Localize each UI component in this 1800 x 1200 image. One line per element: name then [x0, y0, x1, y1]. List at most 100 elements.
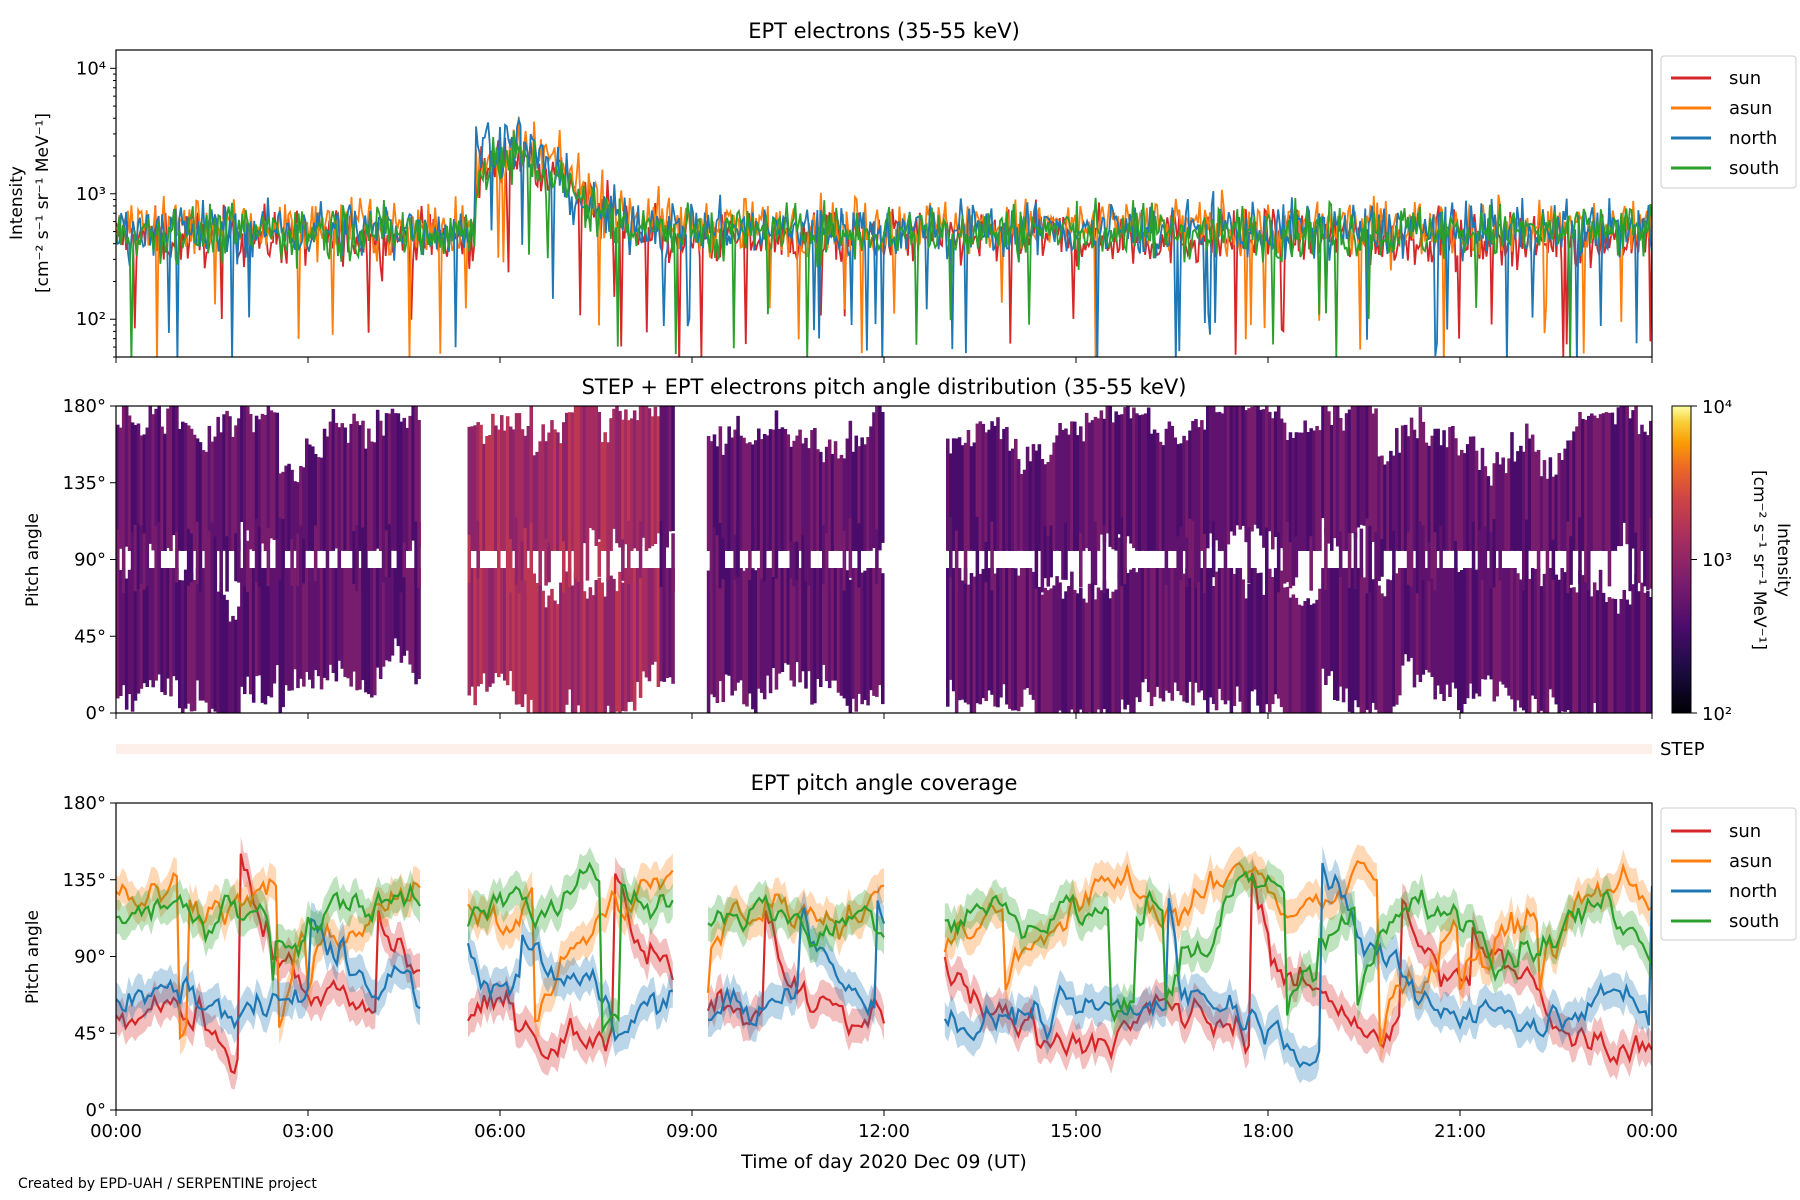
heatmap-cell — [875, 529, 879, 584]
heatmap-cell — [402, 568, 407, 656]
heatmap-cell — [1250, 406, 1254, 532]
heatmap-cell — [1262, 409, 1266, 548]
heatmap-cell — [1093, 599, 1098, 713]
heatmap-cell — [1135, 572, 1139, 698]
heatmap-cell — [1182, 435, 1186, 551]
heatmap-cell — [396, 568, 401, 647]
heatmap-cell — [234, 619, 238, 713]
heatmap-cell — [1616, 407, 1621, 547]
heatmap-cell — [373, 568, 377, 696]
heatmap-cell — [1276, 406, 1281, 551]
heatmap-cell — [1256, 573, 1260, 706]
heatmap-cell — [1073, 589, 1077, 713]
series-north-line — [943, 862, 1652, 1069]
heatmap-cell — [1040, 594, 1045, 713]
heatmap-cell — [337, 568, 342, 661]
heatmap-cell — [1495, 568, 1499, 697]
series-asun-line — [706, 884, 885, 993]
heatmap-cell — [1471, 436, 1476, 551]
heatmap-cell — [414, 568, 418, 685]
heatmap-cell — [1530, 434, 1535, 551]
heatmap-cell — [1483, 466, 1488, 551]
heatmap-cell — [1141, 414, 1145, 551]
heatmap-cell — [1383, 596, 1387, 713]
heatmap-cell — [715, 568, 720, 703]
heatmap-cell — [810, 430, 814, 551]
heatmap-cell — [798, 429, 802, 551]
heatmap-cell — [1285, 440, 1290, 551]
heatmap-cell — [1616, 613, 1621, 713]
heatmap-cell — [1598, 569, 1603, 713]
heatmap-cell — [1427, 542, 1432, 582]
heatmap-cell — [399, 568, 404, 663]
heatmap-cell — [842, 568, 847, 699]
heatmap-cell — [1445, 568, 1449, 685]
heatmap-cell — [308, 568, 312, 680]
heatmap-cell — [1223, 536, 1228, 589]
heatmap-cell — [630, 418, 634, 551]
heatmap-cell — [1046, 536, 1051, 587]
heatmap-cell — [606, 442, 610, 551]
panel1-ytick-label: 10² — [76, 309, 106, 330]
heatmap-cell — [1625, 599, 1629, 713]
heatmap-cell — [1460, 570, 1464, 713]
heatmap-cell — [246, 568, 250, 677]
heatmap-cell — [573, 527, 578, 579]
heatmap-cell — [1123, 517, 1127, 585]
heatmap-cell — [1590, 596, 1594, 713]
heatmap-cell — [1226, 568, 1231, 701]
heatmap-cell — [166, 408, 170, 548]
series-sun-band — [468, 856, 673, 1076]
heatmap-cell — [1365, 518, 1370, 594]
heatmap-cell — [257, 568, 262, 676]
heatmap-cell — [1061, 429, 1065, 551]
heatmap-cell — [145, 568, 150, 687]
heatmap-cell — [615, 591, 619, 712]
heatmap-cell — [136, 423, 141, 551]
heatmap-cell — [751, 568, 755, 710]
heatmap-cell — [1016, 575, 1021, 712]
heatmap-cell — [771, 429, 776, 551]
heatmap-cell — [204, 568, 209, 703]
heatmap-cell — [757, 428, 761, 551]
heatmap-cell — [1418, 568, 1423, 682]
panel3-xaxis: 00:00 03:00 06:00 09:00 12:00 15:00 18:00 21:00… — [90, 1110, 1678, 1142]
heatmap-cell — [210, 441, 215, 551]
heatmap-cell — [535, 583, 539, 713]
series-south-line — [116, 130, 1652, 357]
xtick-label: 21:00 — [1434, 1121, 1486, 1142]
series-sun-line — [706, 910, 886, 1038]
heatmap-cell — [644, 406, 649, 551]
heatmap-cell — [1640, 424, 1644, 551]
heatmap-cell — [1333, 406, 1337, 539]
heatmap-cell — [804, 437, 808, 551]
heatmap-cell — [1424, 442, 1429, 551]
heatmap-cell — [1211, 586, 1216, 704]
heatmap-cell — [1569, 587, 1573, 713]
heatmap-cell — [517, 578, 522, 705]
heatmap-cell — [473, 425, 477, 551]
heatmap-cell — [1522, 519, 1526, 591]
heatmap-cell — [1061, 531, 1065, 580]
legend3-south-label: south — [1729, 911, 1779, 932]
heatmap-cell — [1028, 461, 1033, 551]
heatmap-cell — [417, 568, 421, 679]
heatmap-cell — [219, 528, 223, 591]
heatmap-cell — [594, 406, 599, 546]
heatmap-cell — [1578, 517, 1582, 584]
heatmap-cell — [1008, 568, 1012, 709]
heatmap-cell — [833, 568, 838, 681]
heatmap-cell — [990, 568, 994, 695]
heatmap-cell — [160, 568, 164, 693]
heatmap-cell — [954, 530, 959, 586]
heatmap-cell — [1309, 536, 1313, 591]
heatmap-cell — [325, 568, 330, 681]
heatmap-cell — [237, 418, 241, 551]
heatmap-cell — [1014, 438, 1018, 551]
heatmap-cell — [585, 598, 590, 713]
heatmap-cell — [1093, 416, 1098, 545]
heatmap-cell — [266, 406, 271, 544]
legend3-asun-label: asun — [1729, 851, 1772, 872]
heatmap-cell — [526, 426, 531, 551]
heatmap-cell — [1619, 599, 1624, 713]
